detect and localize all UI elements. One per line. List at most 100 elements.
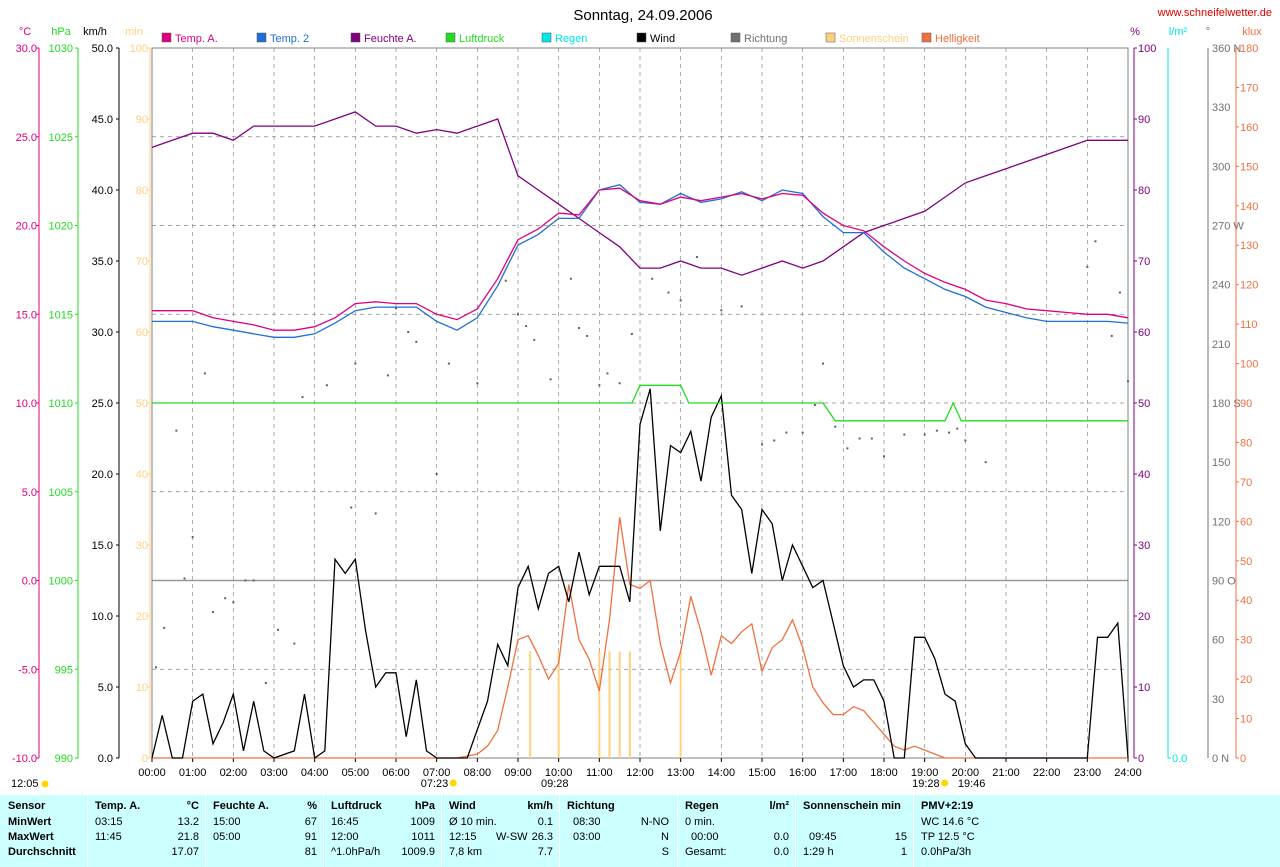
brightness-tick-label: 70 (1240, 477, 1252, 489)
legend-label: Richtung (744, 33, 787, 45)
x-tick-label: 19:00 (911, 767, 939, 779)
x-tick-label: 15:00 (748, 767, 776, 779)
legend-label: Regen (555, 33, 587, 45)
direction-point (923, 433, 926, 436)
x-tick-label: 00:00 (138, 767, 166, 779)
pressure-avg-value: 1009.9 (401, 846, 435, 858)
brightness-tick-label: 100 (1240, 359, 1258, 371)
current-time-label: 12:05 (11, 778, 39, 790)
weather-chart: Sonntag, 24.09.2006 www.schneifelwetter.… (11, 7, 1272, 790)
sunrise-icon (449, 779, 457, 787)
wind-min-time: Ø 10 min. (449, 816, 497, 828)
temp-max-time: 11:45 (95, 831, 122, 843)
brightness-tick-label: 120 (1240, 280, 1258, 292)
direction-point (586, 334, 589, 337)
direction-point (447, 362, 450, 365)
direction-tick-label: 360 N (1212, 43, 1241, 55)
pressure-min-time: 16:45 (331, 816, 359, 828)
direction-point (244, 579, 247, 582)
direction-point (935, 429, 938, 432)
sunshine-duration: 1:29 h (803, 846, 834, 858)
temp-max-value: 21.8 (177, 831, 199, 843)
x-tick-label: 14:00 (708, 767, 736, 779)
x-tick-label: 09:00 (504, 767, 532, 779)
rain-header: Regen (685, 800, 719, 812)
direction-point (264, 682, 267, 685)
legend-label: Wind (650, 33, 675, 45)
x-tick-label: 08:00 (464, 767, 492, 779)
pmv-dewpoint: TP 12.5 °C (921, 831, 975, 843)
sunshine-avg-value: 1 (900, 846, 907, 858)
legend-label: Helligkeit (935, 33, 980, 45)
direction-point (761, 443, 763, 446)
direction-point (203, 372, 206, 375)
temp-tick-label: -5.0 (18, 664, 37, 676)
direction-point (533, 338, 536, 341)
pressure-trend: ^1.0hPa/h (331, 846, 381, 858)
sunshine-tick-label: 60 (136, 327, 148, 339)
direction-point (948, 431, 951, 434)
brightness-tick-label: 10 (1240, 714, 1252, 726)
direction-point (1110, 334, 1113, 337)
sunrise-label: 07:23 (421, 778, 449, 790)
wind-tick-label: 30.0 (92, 327, 113, 339)
brightness-tick-label: 140 (1240, 201, 1258, 213)
direction-point (618, 382, 621, 385)
wind-axis-unit: km/h (83, 26, 107, 38)
x-tick-label: 06:00 (382, 767, 410, 779)
wind-min-value: 0.1 (537, 816, 553, 828)
legend-label: Temp. A. (175, 33, 218, 45)
wind-unit: km/h (527, 800, 553, 812)
pressure-tick-label: 1005 (49, 487, 73, 499)
sunshine-tick-label: 90 (136, 114, 148, 126)
brightness-tick-label: 0 (1240, 753, 1246, 765)
humidity-min-time: 15:00 (213, 816, 241, 828)
wind-tick-label: 40.0 (92, 185, 113, 197)
brightness-tick-label: 150 (1240, 161, 1258, 173)
temp-min-time: 03:15 (95, 816, 123, 828)
series-line-luftdruck (152, 384, 1128, 422)
temp-avg-value: 17.07 (171, 846, 199, 858)
direction-max-value: N (661, 831, 669, 843)
x-tick-label: 20:00 (952, 767, 980, 779)
temp-tick-label: 30.0 (16, 43, 37, 55)
direction-point (224, 597, 227, 600)
humidity-max-value: 91 (304, 831, 317, 843)
wind-tick-label: 45.0 (92, 114, 113, 126)
sunshine-max-time: 09:45 (809, 831, 837, 843)
sunshine-tick-label: 100 (130, 43, 148, 55)
wind-max-time: 12:15 (449, 831, 477, 843)
website-link[interactable]: www.schneifelwetter.de (1157, 7, 1272, 19)
rain-max-time: 00:00 (691, 831, 719, 843)
humidity-unit: % (307, 800, 317, 812)
sunshine-tick-label: 20 (136, 611, 148, 623)
direction-point (984, 461, 987, 464)
pressure-tick-label: 1015 (49, 309, 73, 321)
pmv-pressure-trend: 0.0hPa/3h (921, 846, 972, 858)
x-tick-label: 01:00 (179, 767, 207, 779)
x-tick-label: 12:00 (626, 767, 654, 779)
direction-tick-label: 150 (1212, 457, 1230, 469)
legend-label: Feuchte A. (364, 33, 417, 45)
sunshine-tick-label: 80 (136, 185, 148, 197)
direction-tick-label: 180 S (1212, 398, 1241, 410)
direction-point (549, 378, 552, 381)
sunshine-tick-label: 50 (136, 398, 148, 410)
direction-point (415, 340, 418, 343)
wind-tick-label: 20.0 (92, 469, 113, 481)
direction-point (695, 256, 698, 259)
chart-title: Sonntag, 24.09.2006 (573, 7, 712, 24)
dusk-label: 19:46 (958, 778, 986, 790)
x-tick-label: 07:00 (423, 767, 451, 779)
temp-unit: °C (186, 800, 199, 812)
brightness-tick-label: 50 (1240, 556, 1252, 568)
brightness-tick-label: 130 (1240, 240, 1258, 252)
direction-point (1127, 380, 1129, 383)
direction-point (822, 362, 824, 365)
direction-point (630, 332, 633, 335)
stats-col-pressure: Luftdruck hPa 16:45 1009 12:00 1011 ^1.0hPa… (331, 800, 435, 861)
x-tick-label: 24:00 (1114, 767, 1142, 779)
pressure-tick-label: 1020 (49, 221, 73, 233)
pressure-unit: hPa (414, 800, 435, 812)
wind-max-value: 26.3 (531, 831, 553, 843)
